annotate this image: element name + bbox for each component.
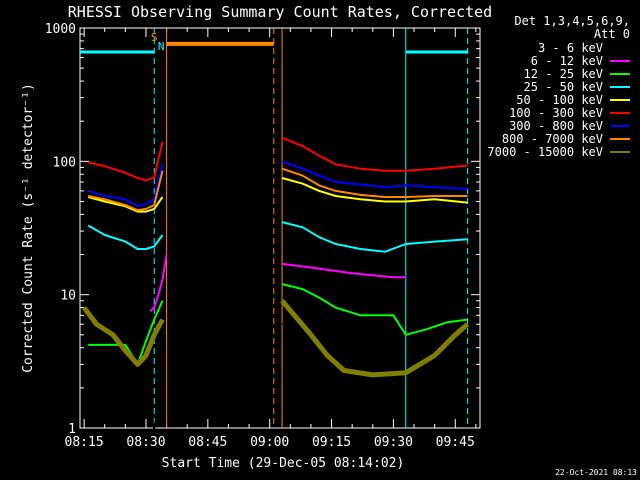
series-line-6 xyxy=(87,160,468,208)
x-tick-label: 09:45 xyxy=(436,435,475,450)
saa-label: S xyxy=(151,31,158,44)
legend-header-line-2: Att 0 xyxy=(594,27,630,41)
series-line-7 xyxy=(88,167,468,212)
legend-item-label: 300 - 800 keV xyxy=(509,119,603,133)
legend-item-label: 800 - 7000 keV xyxy=(502,132,603,146)
x-tick-label: 09:00 xyxy=(250,435,289,450)
series-line-4 xyxy=(87,177,468,213)
y-tick-label: 10 xyxy=(60,289,76,304)
legend-item-label: 25 - 50 keV xyxy=(524,80,603,94)
y-axis-label: Corrected Count Rate (s⁻¹ detector⁻¹) xyxy=(21,83,36,373)
timestamp: 22-Oct-2021 08:13 xyxy=(555,468,637,477)
y-tick-label: 1 xyxy=(68,422,76,437)
series-line-8 xyxy=(82,299,470,378)
legend-item-label: 3 - 6 keV xyxy=(538,41,603,55)
x-tick-label: 08:45 xyxy=(188,435,227,450)
x-tick-label: 08:15 xyxy=(65,435,104,450)
series-line-5 xyxy=(87,136,468,182)
plot-frame xyxy=(79,27,481,429)
x-tick-label: 09:30 xyxy=(374,435,413,450)
legend-item-label: 6 - 12 keV xyxy=(531,54,603,68)
legend-header-line-1: Det 1,3,4,5,6,9, xyxy=(514,14,630,28)
y-tick-label: 1000 xyxy=(45,22,76,37)
x-tick-label: 08:30 xyxy=(126,435,165,450)
plot-area: 1 10 100 1000 08:15 08:30 08:45 09:00 09:15 09:30… xyxy=(45,22,481,450)
y-tick-label: 100 xyxy=(53,155,76,170)
night-label: N xyxy=(158,40,165,53)
legend-item-label: 100 - 300 keV xyxy=(509,106,603,120)
series-line-3 xyxy=(87,221,468,253)
series-line-0 xyxy=(87,323,402,429)
legend-item-label: 12 - 25 keV xyxy=(524,67,603,81)
x-axis-label: Start Time (29-Dec-05 08:14:02) xyxy=(162,456,405,471)
series-line-1 xyxy=(149,254,406,313)
chart-title: RHESSI Observing Summary Count Rates, Co… xyxy=(68,3,492,21)
x-tick-label: 09:15 xyxy=(312,435,351,450)
legend-item-label: 7000 - 15000 keV xyxy=(487,145,603,159)
legend-item-label: 50 - 100 keV xyxy=(516,93,603,107)
